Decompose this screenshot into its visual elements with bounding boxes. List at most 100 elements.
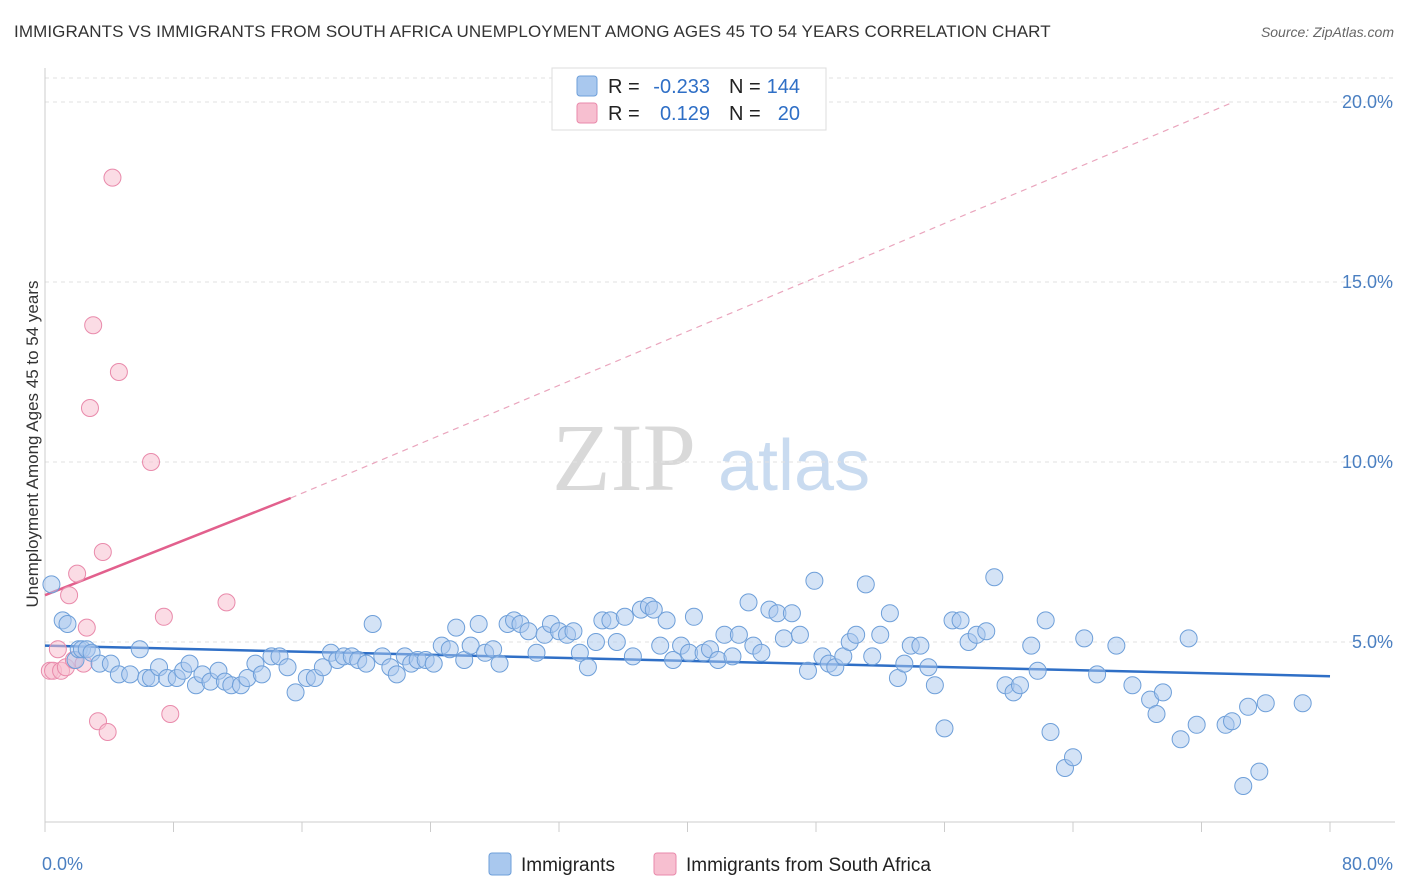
axes <box>44 68 1395 823</box>
point-immigrants-73 <box>586 633 605 651</box>
point-immigrants-96 <box>752 643 771 662</box>
point-south-africa-16 <box>109 363 128 381</box>
point-immigrants-129 <box>1010 676 1029 695</box>
point-immigrants-132 <box>1036 611 1055 630</box>
bottom-legend-label-south-africa: Immigrants from South Africa <box>686 855 931 876</box>
point-immigrants-141 <box>1147 705 1166 723</box>
legend-r-label-1: R = <box>608 76 640 98</box>
point-immigrants-112 <box>871 625 890 644</box>
point-immigrants-77 <box>615 607 634 626</box>
point-south-africa-20 <box>217 593 236 612</box>
point-south-africa-15 <box>103 168 122 187</box>
point-immigrants-19 <box>180 654 199 673</box>
point-immigrants-115 <box>895 654 914 673</box>
point-immigrants-29 <box>252 665 271 684</box>
bottom-legend-swatch-immigrants <box>488 852 512 876</box>
point-immigrants-83 <box>657 611 676 630</box>
legend-n-value-1: 144 <box>767 76 800 98</box>
point-immigrants-120 <box>935 719 954 738</box>
trend-south-africa <box>44 496 292 597</box>
point-immigrants-133 <box>1041 723 1060 741</box>
point-south-africa-5 <box>60 586 79 605</box>
point-immigrants-82 <box>651 636 670 655</box>
bottom-legend-label-immigrants: Immigrants <box>521 855 615 876</box>
y-tick-label-3: 20.0% <box>1342 92 1393 112</box>
legend-n-label-1: N = <box>729 76 761 98</box>
point-south-africa-17 <box>142 453 161 471</box>
point-south-africa-9 <box>77 618 96 637</box>
point-immigrants-33 <box>286 683 305 702</box>
point-immigrants-131 <box>1028 661 1047 680</box>
point-immigrants-145 <box>1187 715 1206 734</box>
source-credit: Source: ZipAtlas.com <box>1260 24 1394 40</box>
point-immigrants-135 <box>1064 748 1082 767</box>
point-immigrants-76 <box>607 633 626 651</box>
point-immigrants-32 <box>278 658 297 677</box>
point-immigrants-92 <box>723 647 742 666</box>
y-axis-tick-labels: 5.0% 10.0% 15.0% 20.0% <box>1342 92 1393 652</box>
point-south-africa-2 <box>48 640 67 659</box>
point-immigrants-56 <box>461 636 480 655</box>
point-immigrants-70 <box>564 622 583 641</box>
point-south-africa-14 <box>98 723 117 741</box>
point-immigrants-122 <box>951 611 970 630</box>
point-south-africa-11 <box>84 316 103 335</box>
point-immigrants-60 <box>490 654 509 673</box>
point-immigrants-101 <box>790 625 809 644</box>
series-immigrants-points <box>42 568 1312 795</box>
point-immigrants-36 <box>313 658 332 677</box>
bottom-legend-swatch-south-africa <box>653 852 677 876</box>
point-immigrants-100 <box>782 604 801 623</box>
grid-lines <box>45 77 1395 643</box>
point-immigrants-64 <box>519 622 538 641</box>
point-immigrants-12 <box>130 640 149 659</box>
point-immigrants-71 <box>570 643 589 662</box>
point-immigrants-152 <box>1293 694 1312 713</box>
point-immigrants-94 <box>739 593 758 612</box>
point-immigrants-147 <box>1223 712 1242 731</box>
point-immigrants-144 <box>1179 629 1198 648</box>
point-immigrants-0 <box>42 575 61 594</box>
point-immigrants-137 <box>1088 665 1107 684</box>
legend-r-value-1: -0.233 <box>653 76 710 98</box>
point-immigrants-93 <box>729 625 748 644</box>
trend-lines <box>44 101 1331 678</box>
point-immigrants-81 <box>644 600 663 619</box>
legend-n-value-2: 20 <box>778 103 800 125</box>
trend-south-africa-extended <box>290 101 1234 499</box>
y-tick-label-1: 10.0% <box>1342 452 1393 472</box>
point-immigrants-103 <box>805 571 824 590</box>
point-immigrants-102 <box>798 661 817 680</box>
watermark: ZIP atlas <box>552 404 870 511</box>
legend-r-value-2: 0.129 <box>660 103 710 125</box>
point-immigrants-46 <box>387 665 406 684</box>
point-immigrants-139 <box>1123 676 1142 695</box>
point-south-africa-13 <box>93 543 112 561</box>
point-immigrants-142 <box>1153 683 1172 702</box>
point-immigrants-118 <box>919 658 938 677</box>
point-immigrants-149 <box>1239 697 1258 716</box>
point-immigrants-148 <box>1234 777 1253 795</box>
point-immigrants-42 <box>357 654 376 673</box>
series-legend: Immigrants Immigrants from South Africa <box>488 852 931 876</box>
point-immigrants-57 <box>469 615 488 633</box>
x-tick-label-1: 80.0% <box>1342 854 1393 874</box>
point-immigrants-54 <box>447 618 466 637</box>
point-south-africa-7 <box>68 564 87 583</box>
x-tick-label-0: 0.0% <box>42 854 83 874</box>
point-south-africa-18 <box>154 607 173 626</box>
point-immigrants-110 <box>856 575 875 594</box>
point-immigrants-11 <box>121 665 140 684</box>
y-axis-label: Unemployment Among Ages 45 to 54 years <box>23 281 42 608</box>
legend-swatch-immigrants <box>576 75 598 97</box>
point-immigrants-117 <box>911 636 930 655</box>
point-immigrants-111 <box>863 647 882 666</box>
point-immigrants-136 <box>1075 629 1094 648</box>
legend-n-label-2: N = <box>729 103 761 125</box>
point-immigrants-99 <box>774 629 793 648</box>
point-south-africa-19 <box>161 705 180 723</box>
point-immigrants-113 <box>880 604 899 623</box>
point-immigrants-150 <box>1250 762 1269 781</box>
point-immigrants-151 <box>1256 694 1275 713</box>
